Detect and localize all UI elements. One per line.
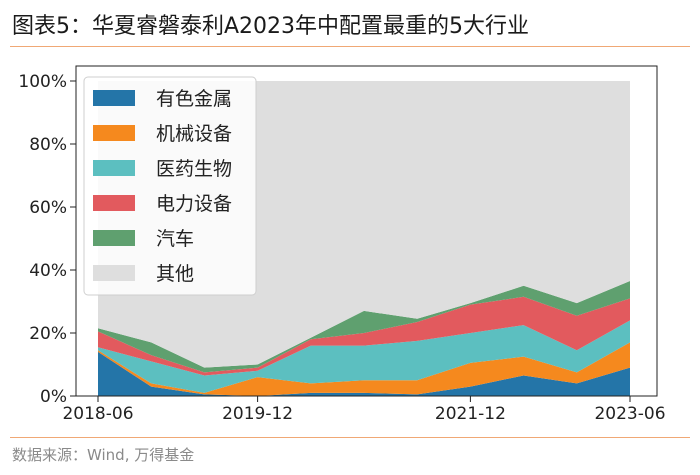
plot-frame [75, 65, 658, 397]
legend-swatch-6 [93, 265, 135, 281]
x-axis: 2018-06 2019-12 2021-12 2023-06 [62, 396, 666, 424]
area-series-5 [98, 281, 630, 373]
legend-label-2: 机械设备 [156, 123, 232, 145]
legend-label-4: 电力设备 [156, 193, 232, 215]
y-tick-label: 0% [40, 387, 67, 407]
y-tick-label: 80% [29, 135, 67, 155]
x-tick-label: 2019-12 [222, 404, 293, 424]
legend-swatch-4 [93, 195, 135, 211]
area-series-1 [98, 351, 630, 396]
legend-swatch-5 [93, 230, 135, 246]
y-tick-label: 20% [29, 324, 67, 344]
x-tick-label: 2021-12 [435, 404, 506, 424]
source-note: 数据来源：Wind, 万得基金 [12, 446, 195, 464]
area-series-3 [98, 320, 630, 393]
legend-swatch-2 [93, 125, 135, 141]
footer-divider [10, 437, 690, 438]
y-tick-label: 100% [18, 72, 67, 92]
title-divider [10, 46, 690, 47]
area-series-2 [98, 342, 630, 396]
legend-label-1: 有色金属 [156, 88, 232, 110]
legend-label-5: 汽车 [156, 228, 194, 250]
x-tick-label: 2018-06 [62, 404, 133, 424]
legend-swatch-1 [93, 90, 135, 106]
y-tick-label: 60% [29, 198, 67, 218]
x-tick-label: 2023-06 [594, 404, 665, 424]
chart-title: 图表5：华夏睿磐泰利A2023年中配置最重的5大行业 [12, 14, 530, 39]
legend-swatch-3 [93, 160, 135, 176]
legend-label-3: 医药生物 [156, 158, 232, 180]
y-axis: 0% 20% 40% 60% 80% 100% [18, 72, 76, 407]
area-series-4 [98, 296, 630, 376]
y-tick-label: 40% [29, 261, 67, 281]
legend-label-6: 其他 [156, 263, 194, 285]
